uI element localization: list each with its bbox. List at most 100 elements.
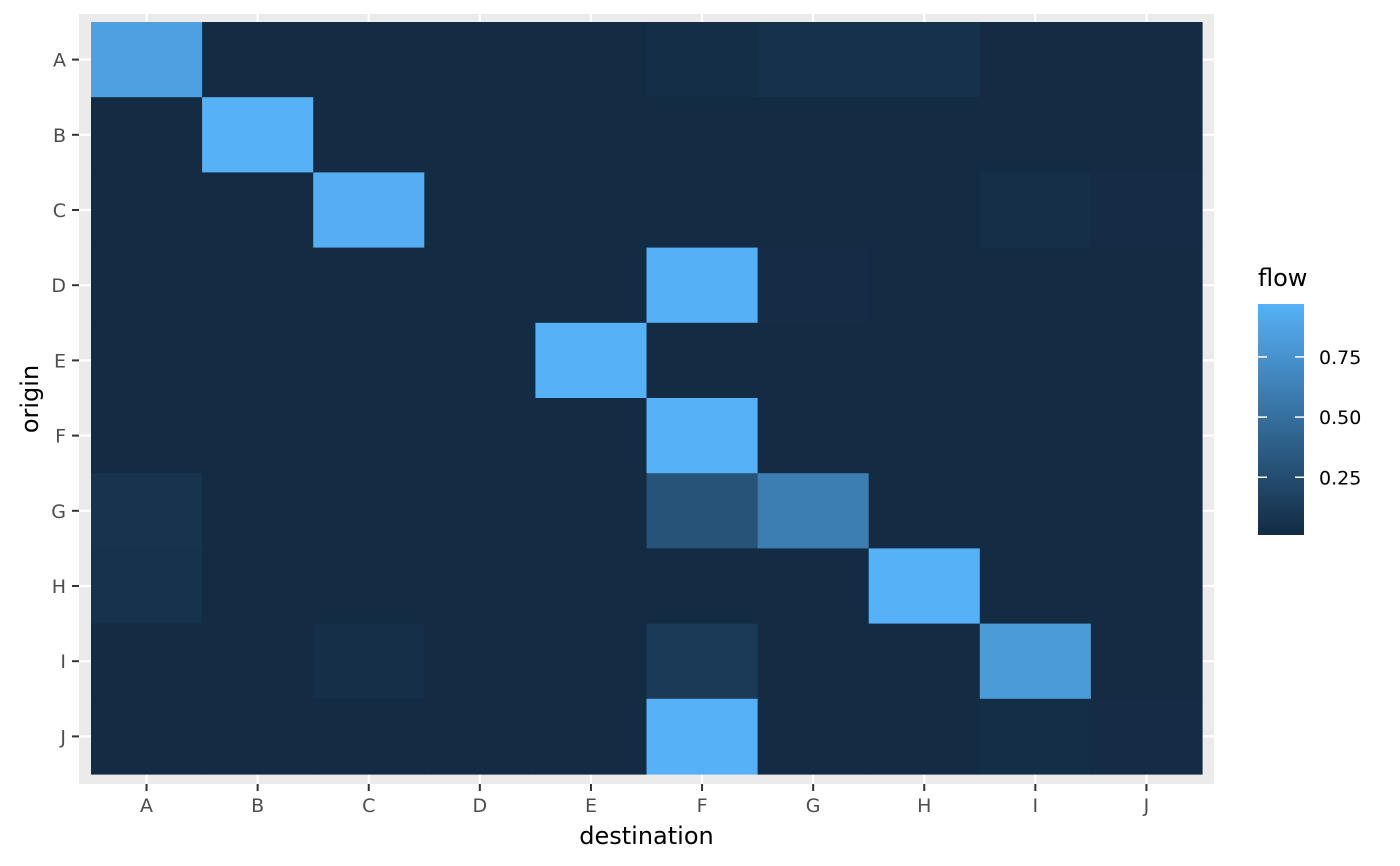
legend-tick-label-1: 0.50: [1319, 407, 1361, 429]
cell-A-A: [91, 22, 203, 98]
y-tick-label-E: E: [54, 350, 66, 372]
cell-J-D: [424, 698, 536, 775]
cell-E-I: [979, 322, 1092, 399]
cell-C-D: [424, 172, 536, 249]
cell-C-G: [757, 172, 870, 249]
cell-C-A: [91, 172, 203, 249]
y-tick-label-I: I: [60, 651, 66, 673]
cell-A-B: [202, 22, 314, 98]
cell-H-A: [91, 548, 203, 625]
y-tick-label-C: C: [53, 200, 66, 222]
x-tick-label-F: F: [697, 795, 708, 817]
cell-D-B: [202, 247, 314, 324]
cell-B-D: [424, 97, 536, 173]
cell-E-J: [1090, 322, 1203, 399]
cell-B-C: [313, 97, 425, 173]
cell-A-H: [868, 22, 981, 98]
y-tick-label-J: J: [59, 726, 66, 748]
cell-C-F: [646, 172, 759, 249]
cell-D-C: [313, 247, 425, 324]
cell-A-C: [313, 22, 425, 98]
cell-I-F: [646, 623, 759, 700]
cell-H-G: [757, 548, 870, 625]
cell-F-E: [535, 398, 648, 474]
cell-G-C: [313, 473, 425, 549]
cell-G-J: [1090, 473, 1203, 549]
cell-E-D: [424, 322, 536, 399]
cell-G-E: [535, 473, 648, 549]
x-tick-label-A: A: [140, 795, 153, 817]
y-tick-label-H: H: [52, 576, 66, 598]
cell-J-G: [757, 698, 870, 775]
cell-D-I: [979, 247, 1092, 324]
cell-H-I: [979, 548, 1092, 625]
y-tick-label-F: F: [55, 426, 66, 448]
cell-G-I: [979, 473, 1092, 549]
y-axis-title: origin: [16, 365, 44, 433]
cell-E-H: [868, 322, 981, 399]
cell-I-G: [757, 623, 870, 700]
cell-I-A: [91, 623, 203, 700]
cell-C-E: [535, 172, 648, 249]
x-axis-title: destination: [579, 822, 713, 850]
y-axis: A B C D E F G H I J: [51, 50, 79, 748]
cell-H-F: [646, 548, 759, 625]
cell-I-B: [202, 623, 314, 700]
cell-F-B: [202, 398, 314, 474]
cell-C-B: [202, 172, 314, 249]
cell-B-B: [202, 97, 314, 173]
cell-E-A: [91, 322, 203, 399]
cell-D-H: [868, 247, 981, 324]
cell-E-B: [202, 322, 314, 399]
cell-F-I: [979, 398, 1092, 474]
x-tick-label-B: B: [251, 795, 264, 817]
y-tick-label-A: A: [53, 50, 66, 72]
cell-G-A: [91, 473, 203, 549]
cell-I-E: [535, 623, 648, 700]
cell-B-J: [1090, 97, 1203, 173]
y-tick-label-G: G: [51, 501, 66, 523]
legend-tick-label-2: 0.75: [1319, 347, 1361, 369]
y-tick-label-B: B: [53, 125, 66, 147]
cell-D-G: [757, 247, 870, 324]
x-tick-label-J: J: [1143, 795, 1150, 817]
cell-A-D: [424, 22, 536, 98]
cell-D-J: [1090, 247, 1203, 324]
cell-A-I: [979, 22, 1092, 98]
cell-F-F: [646, 398, 759, 474]
cell-B-A: [91, 97, 203, 173]
legend-title: flow: [1258, 264, 1307, 292]
cell-I-C: [313, 623, 425, 700]
x-tick-label-C: C: [362, 795, 375, 817]
cell-F-G: [757, 398, 870, 474]
cell-F-D: [424, 398, 536, 474]
cell-H-C: [313, 548, 425, 625]
cell-C-J: [1090, 172, 1203, 249]
cell-H-D: [424, 548, 536, 625]
cell-E-F: [646, 322, 759, 399]
cell-G-B: [202, 473, 314, 549]
cell-J-I: [979, 698, 1092, 775]
cell-J-E: [535, 698, 648, 775]
cell-I-D: [424, 623, 536, 700]
cell-A-G: [757, 22, 870, 98]
cell-D-E: [535, 247, 648, 324]
cell-E-G: [757, 322, 870, 399]
cell-C-C: [313, 172, 425, 249]
cell-E-C: [313, 322, 425, 399]
x-tick-label-D: D: [473, 795, 488, 817]
cell-B-H: [868, 97, 981, 173]
legend-tick-label-0: 0.25: [1319, 467, 1361, 489]
cell-A-F: [646, 22, 759, 98]
x-tick-label-H: H: [917, 795, 931, 817]
cell-H-B: [202, 548, 314, 625]
cell-H-H: [868, 548, 981, 625]
cell-F-J: [1090, 398, 1203, 474]
cell-I-I: [979, 623, 1092, 700]
cell-H-E: [535, 548, 648, 625]
cell-B-E: [535, 97, 648, 173]
cell-J-C: [313, 698, 425, 775]
cell-D-A: [91, 247, 203, 324]
cell-J-B: [202, 698, 314, 775]
cell-B-F: [646, 97, 759, 173]
